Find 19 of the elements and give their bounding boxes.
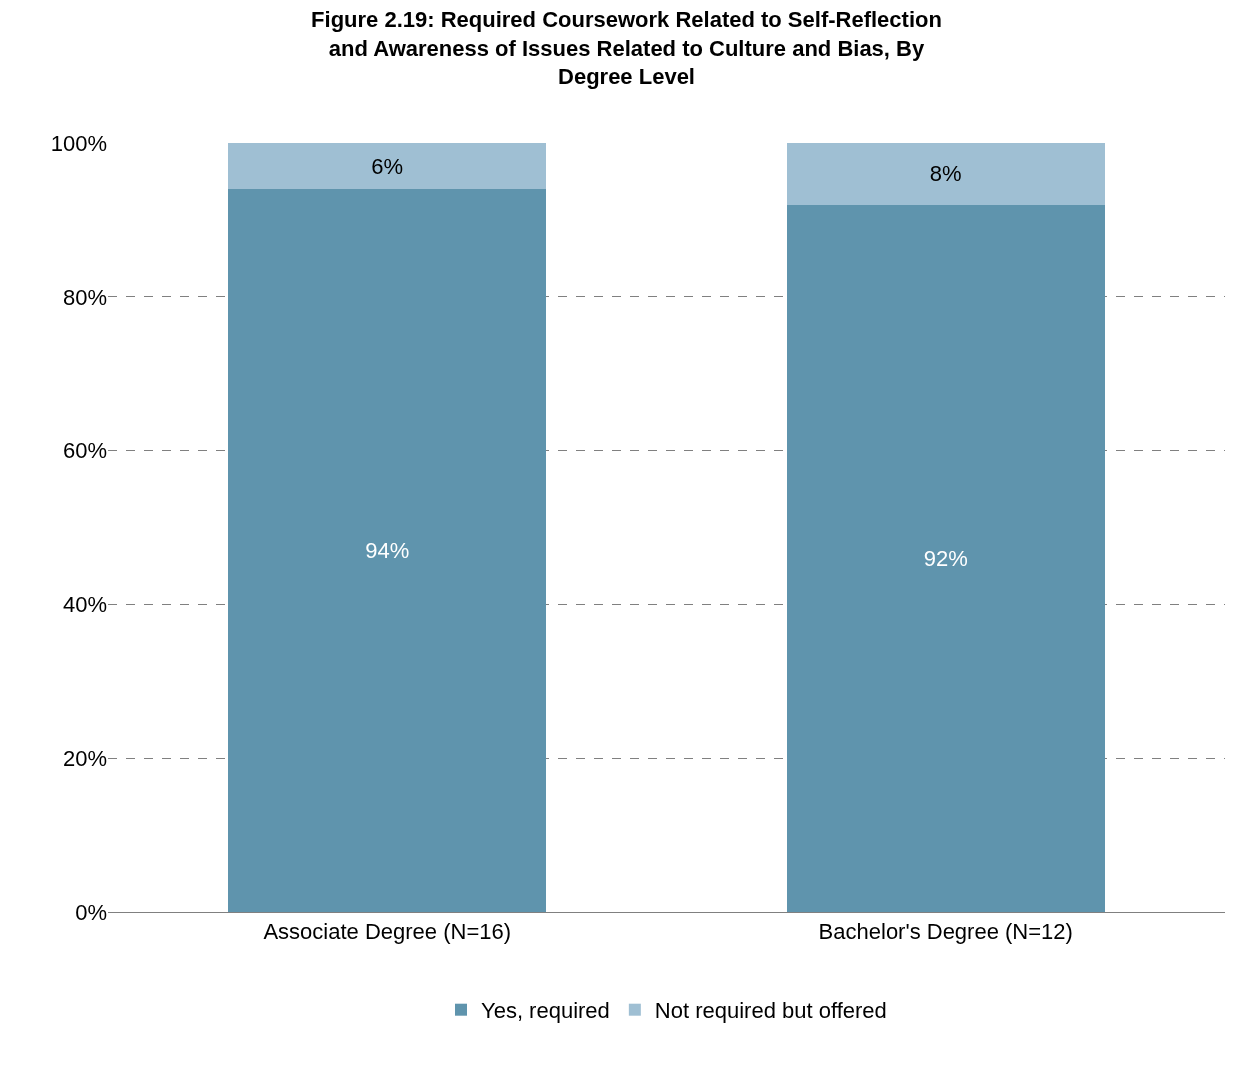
bar — [786, 143, 1105, 205]
data-label: 6% — [371, 153, 404, 179]
y-tick-label: 100% — [50, 130, 107, 156]
legend-label: Yes, required — [481, 998, 610, 1024]
x-tick-label: Bachelor's Degree (N=12) — [818, 919, 1073, 945]
y-tick-label: 20% — [62, 745, 107, 771]
bar — [786, 204, 1105, 912]
y-tick-label: 60% — [62, 438, 107, 464]
y-tick-label: 80% — [62, 284, 107, 310]
x-tick-label: Associate Degree (N=16) — [263, 919, 512, 945]
data-label: 8% — [929, 161, 962, 187]
chart-title: Figure 2.19: Required Coursework Related to Self-Reflection and Awareness of Issues Related to Culture and Bias, By Degree Level — [311, 7, 942, 90]
y-tick-label: 40% — [62, 592, 107, 618]
data-label: 94% — [365, 538, 410, 564]
y-tick-label: 0% — [75, 899, 107, 925]
legend-label: Not required but offered — [654, 998, 887, 1024]
bar — [228, 143, 547, 190]
bar — [228, 189, 547, 912]
data-label: 92% — [923, 545, 968, 571]
